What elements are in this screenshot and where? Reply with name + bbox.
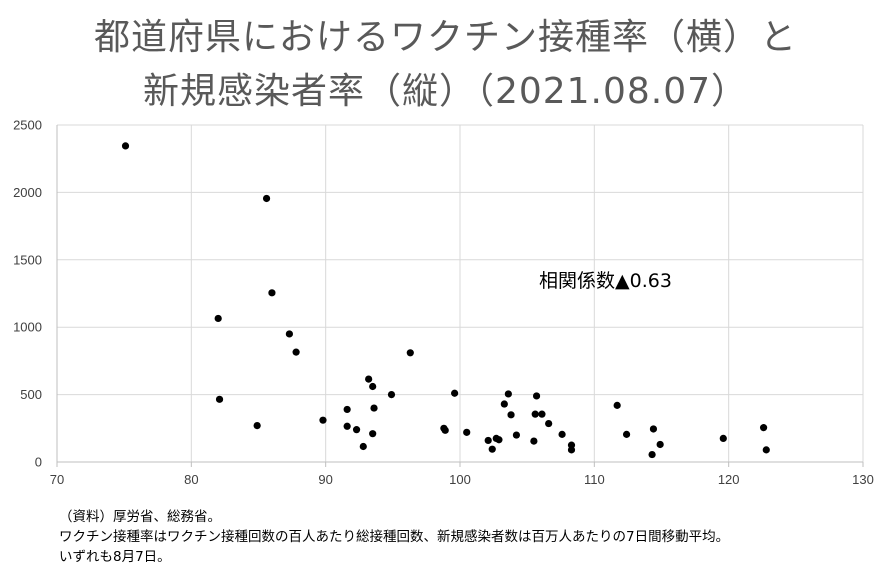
data-point	[719, 434, 727, 443]
data-point	[262, 194, 271, 203]
x-tick-label: 130	[852, 472, 874, 487]
data-point	[215, 395, 224, 403]
tick-labels: 0 500 1000 1500 2000 2500 70 80 90 100 110 120 130	[13, 118, 874, 488]
data-point	[504, 390, 512, 398]
data-point	[538, 410, 546, 418]
data-point	[463, 428, 471, 436]
data-point	[285, 330, 293, 338]
data-point	[365, 375, 373, 383]
data-point	[531, 410, 539, 418]
note-line: （資料）厚労省、総務省。	[59, 509, 221, 525]
data-point	[343, 422, 351, 430]
x-tick-label: 120	[718, 472, 740, 487]
data-point	[512, 431, 521, 439]
note-line: いずれも8月7日。	[59, 549, 171, 565]
data-point	[343, 405, 351, 414]
data-points	[121, 142, 770, 459]
data-point	[268, 289, 276, 297]
data-point	[359, 442, 367, 451]
data-point	[530, 437, 538, 445]
data-point	[406, 349, 414, 357]
correlation-annotation: 相関係数▲0.63	[539, 270, 672, 292]
data-point	[369, 382, 377, 391]
data-point	[319, 416, 327, 424]
data-point	[484, 436, 492, 445]
data-point	[567, 446, 576, 454]
x-tick-label: 80	[184, 472, 198, 487]
data-point	[441, 426, 449, 434]
data-point	[488, 445, 496, 453]
y-tick-label: 500	[20, 387, 42, 402]
data-point	[451, 389, 459, 397]
data-point	[532, 392, 541, 400]
note-line: ワクチン接種率はワクチン接種回数の百人あたり総接種回数、新規感染者数は百万人あた…	[59, 529, 730, 545]
data-point	[121, 142, 130, 150]
data-point	[507, 411, 515, 419]
data-point	[500, 400, 508, 408]
y-tick-label: 2500	[13, 118, 42, 133]
y-tick-label: 1500	[13, 252, 42, 267]
data-point	[292, 348, 300, 356]
chart-title-line2: 新規感染者率（縦）（2021.08.07）	[142, 71, 749, 112]
x-tick-label: 110	[584, 472, 605, 487]
data-point	[352, 426, 361, 434]
data-point	[648, 450, 656, 459]
source-notes: （資料）厚労省、総務省。 ワクチン接種率はワクチン接種回数の百人あたり総接種回数…	[59, 507, 729, 567]
data-point	[622, 430, 631, 438]
data-point	[649, 425, 658, 433]
data-point	[253, 422, 261, 430]
axes	[56, 125, 864, 467]
data-point	[214, 314, 222, 323]
data-point	[387, 391, 396, 399]
x-tick-label: 90	[318, 472, 332, 487]
x-tick-label: 100	[449, 472, 471, 487]
data-point	[762, 446, 770, 454]
scatter-chart: 0 500 1000 1500 2000 2500 70 80 90 100 110 120 130 相…	[13, 118, 874, 488]
data-point	[370, 404, 378, 412]
y-tick-label: 0	[35, 455, 42, 470]
data-point	[369, 430, 377, 438]
y-tick-label: 1000	[13, 320, 42, 335]
y-tick-label: 2000	[13, 185, 42, 200]
data-point	[613, 401, 621, 409]
chart-title-line1: 都道府県におけるワクチン接種率（横）と	[93, 17, 797, 58]
data-point	[656, 440, 664, 449]
data-point	[545, 419, 553, 428]
gridlines	[57, 124, 864, 462]
data-point	[558, 430, 566, 438]
x-tick-label: 70	[50, 472, 64, 487]
data-point	[759, 424, 768, 432]
data-point	[495, 436, 503, 444]
